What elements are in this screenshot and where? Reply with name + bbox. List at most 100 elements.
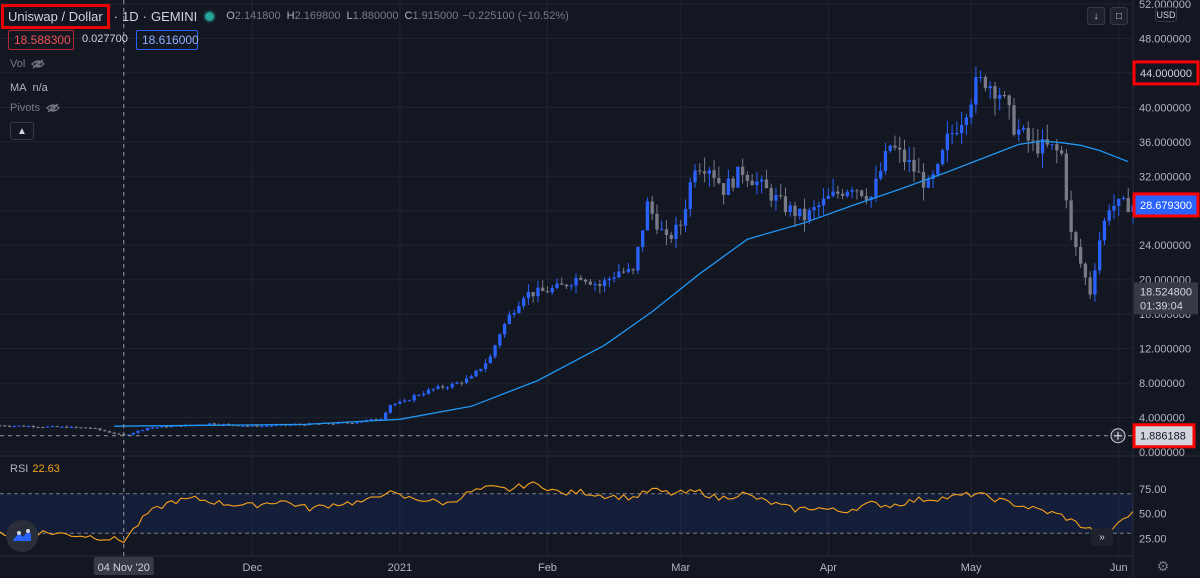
candle-body (569, 285, 573, 287)
candle-body (679, 224, 683, 226)
candle-body (683, 209, 688, 226)
candle-body (859, 190, 864, 197)
candle-body (655, 213, 659, 230)
price-tick-label: 24.000000 (1139, 240, 1191, 252)
header-separator: · (113, 8, 118, 24)
candle-body (274, 424, 278, 426)
candle-body (369, 419, 373, 421)
candle-body (74, 426, 78, 428)
candle-body (164, 426, 169, 428)
time-tick-label: Jun (1110, 562, 1128, 574)
download-icon[interactable]: ↓ (1087, 7, 1105, 25)
candle-body (1007, 95, 1011, 106)
candle-body (455, 382, 459, 384)
candle-body (769, 188, 773, 201)
candle-body (250, 425, 254, 427)
fullscreen-icon[interactable]: □ (1110, 7, 1128, 25)
candle-body (493, 345, 497, 357)
candle-body (736, 166, 740, 188)
low-value: 1.880000 (352, 10, 399, 22)
candle-body (579, 277, 583, 280)
candle-body (1059, 150, 1064, 154)
price-tick-label: 32.000000 (1139, 171, 1191, 183)
buy-button[interactable]: 18.616000 (136, 30, 199, 50)
candle-body (474, 370, 478, 377)
moving-average-line (114, 140, 1129, 427)
candle-body (1021, 127, 1026, 130)
candle-body (131, 432, 135, 435)
candle-body (255, 425, 259, 427)
candle-body (1126, 198, 1130, 213)
candle-body (521, 298, 526, 306)
interval-label[interactable]: 1D (122, 8, 139, 24)
candle-body (117, 433, 121, 435)
candle-body (631, 269, 635, 271)
candle-body (517, 305, 521, 313)
candle-body (12, 425, 16, 427)
candle-body (783, 196, 788, 213)
candle-body (464, 378, 469, 383)
candle-body (779, 195, 783, 197)
scroll-to-realtime-icon[interactable]: » (1091, 528, 1113, 546)
legend-volume[interactable]: Vol (10, 58, 46, 70)
candle-body (155, 427, 159, 429)
candle-body (260, 425, 264, 427)
rsi-label: RSI (10, 463, 29, 475)
candle-body (45, 426, 50, 428)
candle-body (1026, 127, 1030, 141)
legend-ma[interactable]: MA n/a (10, 82, 48, 94)
candle-body (731, 178, 735, 188)
candle-body (245, 425, 250, 427)
sell-button[interactable]: 18.588300 (8, 30, 74, 50)
gear-icon[interactable]: ⚙ (1156, 557, 1170, 574)
price-marker-label: 44.000000 (1140, 68, 1192, 80)
candle-body (883, 150, 888, 172)
candle-body (7, 425, 12, 427)
legend-pivots[interactable]: Pivots (10, 102, 60, 114)
candle-body (17, 425, 21, 427)
candle-body (669, 235, 673, 239)
price-marker-countdown: 01:39:04 (1140, 300, 1183, 312)
candle-body (507, 314, 512, 324)
candle-body (998, 94, 1002, 99)
eye-hidden-icon[interactable] (46, 103, 60, 113)
candles (0, 66, 1135, 436)
candle-body (574, 277, 578, 286)
price-marker-label: 28.679300 (1140, 200, 1192, 212)
symbol-name[interactable]: Uniswap / Dollar (1, 3, 110, 29)
candle-body (360, 421, 364, 423)
candle-body (1017, 129, 1021, 135)
price-tick-label: 4.000000 (1139, 413, 1185, 425)
candle-body (407, 400, 412, 402)
candle-body (917, 171, 921, 173)
candle-body (498, 334, 502, 346)
candle-body (812, 207, 816, 211)
candle-body (1074, 232, 1078, 247)
eye-hidden-icon[interactable] (31, 59, 46, 69)
crosshair-time-box (93, 557, 154, 575)
chevron-up-icon[interactable]: ▲ (10, 122, 34, 140)
rsi-tick-label: 25.00 (1139, 533, 1167, 545)
candle-body (288, 424, 293, 426)
candle-body (902, 149, 907, 163)
high-key: H (286, 10, 295, 22)
tradingview-logo-icon[interactable] (6, 520, 38, 552)
time-tick-label: Dec (243, 562, 263, 574)
candle-body (269, 425, 274, 427)
candle-body (169, 426, 174, 428)
candle-body (660, 229, 664, 231)
candle-body (936, 164, 940, 175)
currency-button[interactable]: USD (1155, 7, 1177, 22)
candle-body (345, 422, 350, 424)
candle-body (621, 271, 626, 273)
candle-body (988, 86, 992, 89)
candle-body (1121, 198, 1126, 200)
add-alert-icon[interactable] (1110, 428, 1126, 444)
candle-body (607, 278, 612, 281)
rsi-legend[interactable]: RSI 22.63 (10, 463, 60, 475)
candle-body (350, 423, 354, 425)
candle-body (1031, 140, 1035, 142)
candle-body (441, 386, 445, 388)
